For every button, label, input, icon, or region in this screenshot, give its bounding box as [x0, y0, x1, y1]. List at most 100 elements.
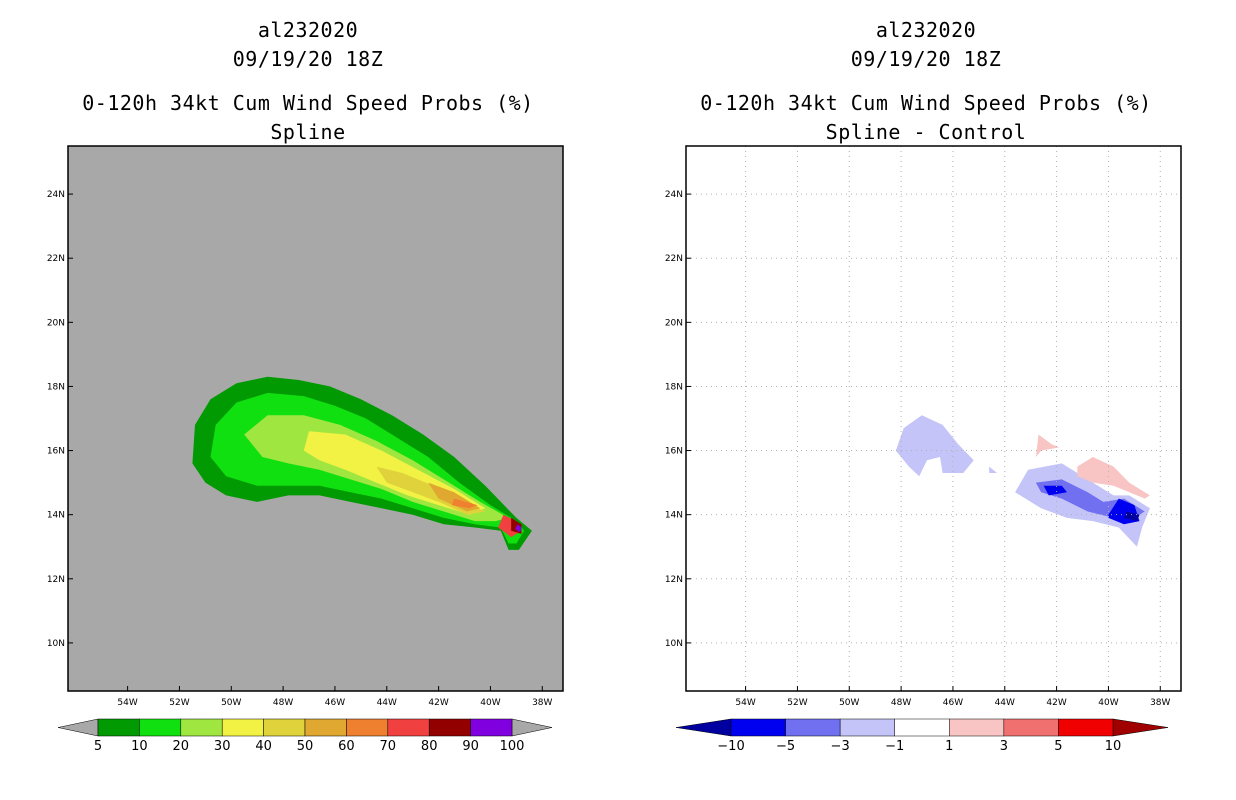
right-title-method: Spline - Control — [825, 120, 1027, 144]
right-colorbar-label: 1 — [945, 739, 953, 754]
left-title-datetime: 09/19/20 18Z — [232, 47, 384, 71]
right-y-tick-label: 24N — [665, 190, 683, 200]
left-x-tick-label: 52W — [169, 698, 189, 708]
right-y-tick-label: 18N — [665, 382, 683, 392]
left-colorbar-box-8 — [428, 718, 471, 737]
left-colorbar-box-4 — [263, 718, 306, 737]
right-colorbar-cap-high — [1112, 718, 1169, 737]
left-y-tick-label: 14N — [47, 511, 65, 521]
right-colorbar-box-4 — [949, 718, 1005, 737]
left-title-method: Spline — [270, 120, 346, 144]
left-colorbar-box-2 — [180, 718, 223, 737]
left-colorbar-label: 5 — [94, 739, 102, 754]
right-colorbar: −10 −5 −3 −1 1 3 5 10 — [675, 718, 1169, 754]
right-y-tick-label: 14N — [665, 511, 683, 521]
right-x-tick-label: 40W — [1098, 698, 1118, 708]
left-colorbar-cap-high — [511, 718, 553, 737]
left-chart-title: al232020 09/19/20 18Z — [28, 16, 588, 74]
left-title-storm-id: al232020 — [257, 18, 359, 42]
right-chart-group: 54W 52W 50W 48W 46W 44W 42W 40W 38W 24N 22N 20N 18N 1… — [665, 145, 1182, 754]
left-colorbar-box-9 — [470, 718, 513, 737]
left-y-tick-label: 22N — [47, 254, 65, 264]
right-x-tick-label: 48W — [891, 698, 911, 708]
left-x-tick-label: 50W — [221, 698, 241, 708]
right-plot-area — [686, 146, 1181, 691]
right-colorbar-box-1 — [785, 718, 841, 737]
left-colorbar-box-6 — [346, 718, 389, 737]
right-colorbar-label: −10 — [717, 739, 744, 754]
left-x-tick-label: 38W — [532, 698, 552, 708]
left-contour-60-6 — [451, 498, 478, 509]
right-contour-neg5-4 — [1043, 485, 1067, 496]
right-contour-neg1-0 — [895, 415, 974, 477]
right-contour-neg1-1 — [989, 466, 997, 473]
right-contour-neg10-6 — [1124, 511, 1140, 522]
left-y-tick-label: 12N — [47, 575, 65, 585]
right-x-tick-label: 52W — [787, 698, 807, 708]
right-colorbar-label: −1 — [885, 739, 904, 754]
left-colorbar-label: 40 — [255, 739, 272, 754]
left-colorbar-box-0 — [97, 718, 140, 737]
left-y-tick-label: 24N — [47, 190, 65, 200]
right-contour-1-8 — [1077, 457, 1150, 499]
left-colorbar-label: 10 — [131, 739, 148, 754]
right-title-storm-id: al232020 — [875, 18, 977, 42]
left-y-tick-label: 16N — [47, 447, 65, 457]
left-chart-group: 54W 52W 50W 48W 46W 44W 42W 40W 38W 24N 22N 20N 18N 1… — [47, 145, 564, 754]
left-y-tick-label: 20N — [47, 318, 65, 328]
right-colorbar-label: 10 — [1105, 739, 1122, 754]
right-x-tick-label: 42W — [1046, 698, 1066, 708]
right-x-tick-label: 50W — [839, 698, 859, 708]
left-colorbar-label: 90 — [462, 739, 479, 754]
right-colorbar-label: −3 — [831, 739, 850, 754]
left-colorbar-cap-low — [57, 718, 99, 737]
right-y-tick-label: 10N — [665, 639, 683, 649]
right-y-tick-label: 22N — [665, 254, 683, 264]
right-colorbar-label: 5 — [1054, 739, 1062, 754]
right-plot-frame — [685, 145, 1182, 692]
left-colorbar: 5 10 20 30 40 50 60 70 80 90 100 — [57, 718, 553, 754]
left-colorbar-label: 30 — [214, 739, 231, 754]
left-colorbar-label: 100 — [500, 739, 525, 754]
right-title-variable: 0-120h 34kt Cum Wind Speed Probs (%) — [700, 91, 1152, 115]
right-x-tick-label: 38W — [1150, 698, 1170, 708]
left-colorbar-box-5 — [304, 718, 347, 737]
right-chart-title: al232020 09/19/20 18Z — [646, 16, 1206, 74]
left-colorbar-box-3 — [221, 718, 264, 737]
left-colorbar-label: 60 — [338, 739, 355, 754]
left-x-tick-label: 44W — [377, 698, 397, 708]
left-x-tick-label: 42W — [428, 698, 448, 708]
left-y-tick-label: 10N — [47, 639, 65, 649]
right-colorbar-label: 3 — [1000, 739, 1008, 754]
right-y-tick-label: 20N — [665, 318, 683, 328]
right-colorbar-box-6 — [1058, 718, 1114, 737]
left-x-tick-label: 40W — [480, 698, 500, 708]
right-x-tick-label: 54W — [735, 698, 755, 708]
right-x-tick-label: 44W — [995, 698, 1015, 708]
right-title-datetime: 09/19/20 18Z — [850, 47, 1002, 71]
left-colorbar-box-7 — [387, 718, 430, 737]
left-x-tick-label: 46W — [325, 698, 345, 708]
right-y-tick-label: 12N — [665, 575, 683, 585]
right-x-tick-label: 46W — [943, 698, 963, 708]
right-contour-1-7 — [1035, 434, 1060, 457]
left-chart-subtitle: 0-120h 34kt Cum Wind Speed Probs (%) Spl… — [28, 89, 588, 147]
right-colorbar-cap-low — [675, 718, 732, 737]
left-plot-frame — [67, 145, 564, 692]
left-contour-90-9 — [515, 524, 522, 533]
right-colorbar-box-0 — [730, 718, 786, 737]
right-colorbar-label: −5 — [776, 739, 795, 754]
left-colorbar-label: 50 — [297, 739, 314, 754]
right-colorbar-box-5 — [1003, 718, 1059, 737]
right-colorbar-box-2 — [839, 718, 895, 737]
left-x-tick-label: 48W — [273, 698, 293, 708]
left-x-tick-label: 54W — [117, 698, 137, 708]
right-colorbar-box-3 — [894, 718, 950, 737]
right-y-tick-label: 16N — [665, 447, 683, 457]
right-chart-subtitle: 0-120h 34kt Cum Wind Speed Probs (%) Spl… — [646, 89, 1206, 147]
left-y-tick-label: 18N — [47, 382, 65, 392]
left-colorbar-label: 70 — [380, 739, 397, 754]
left-title-variable: 0-120h 34kt Cum Wind Speed Probs (%) — [82, 91, 534, 115]
left-colorbar-label: 20 — [173, 739, 190, 754]
